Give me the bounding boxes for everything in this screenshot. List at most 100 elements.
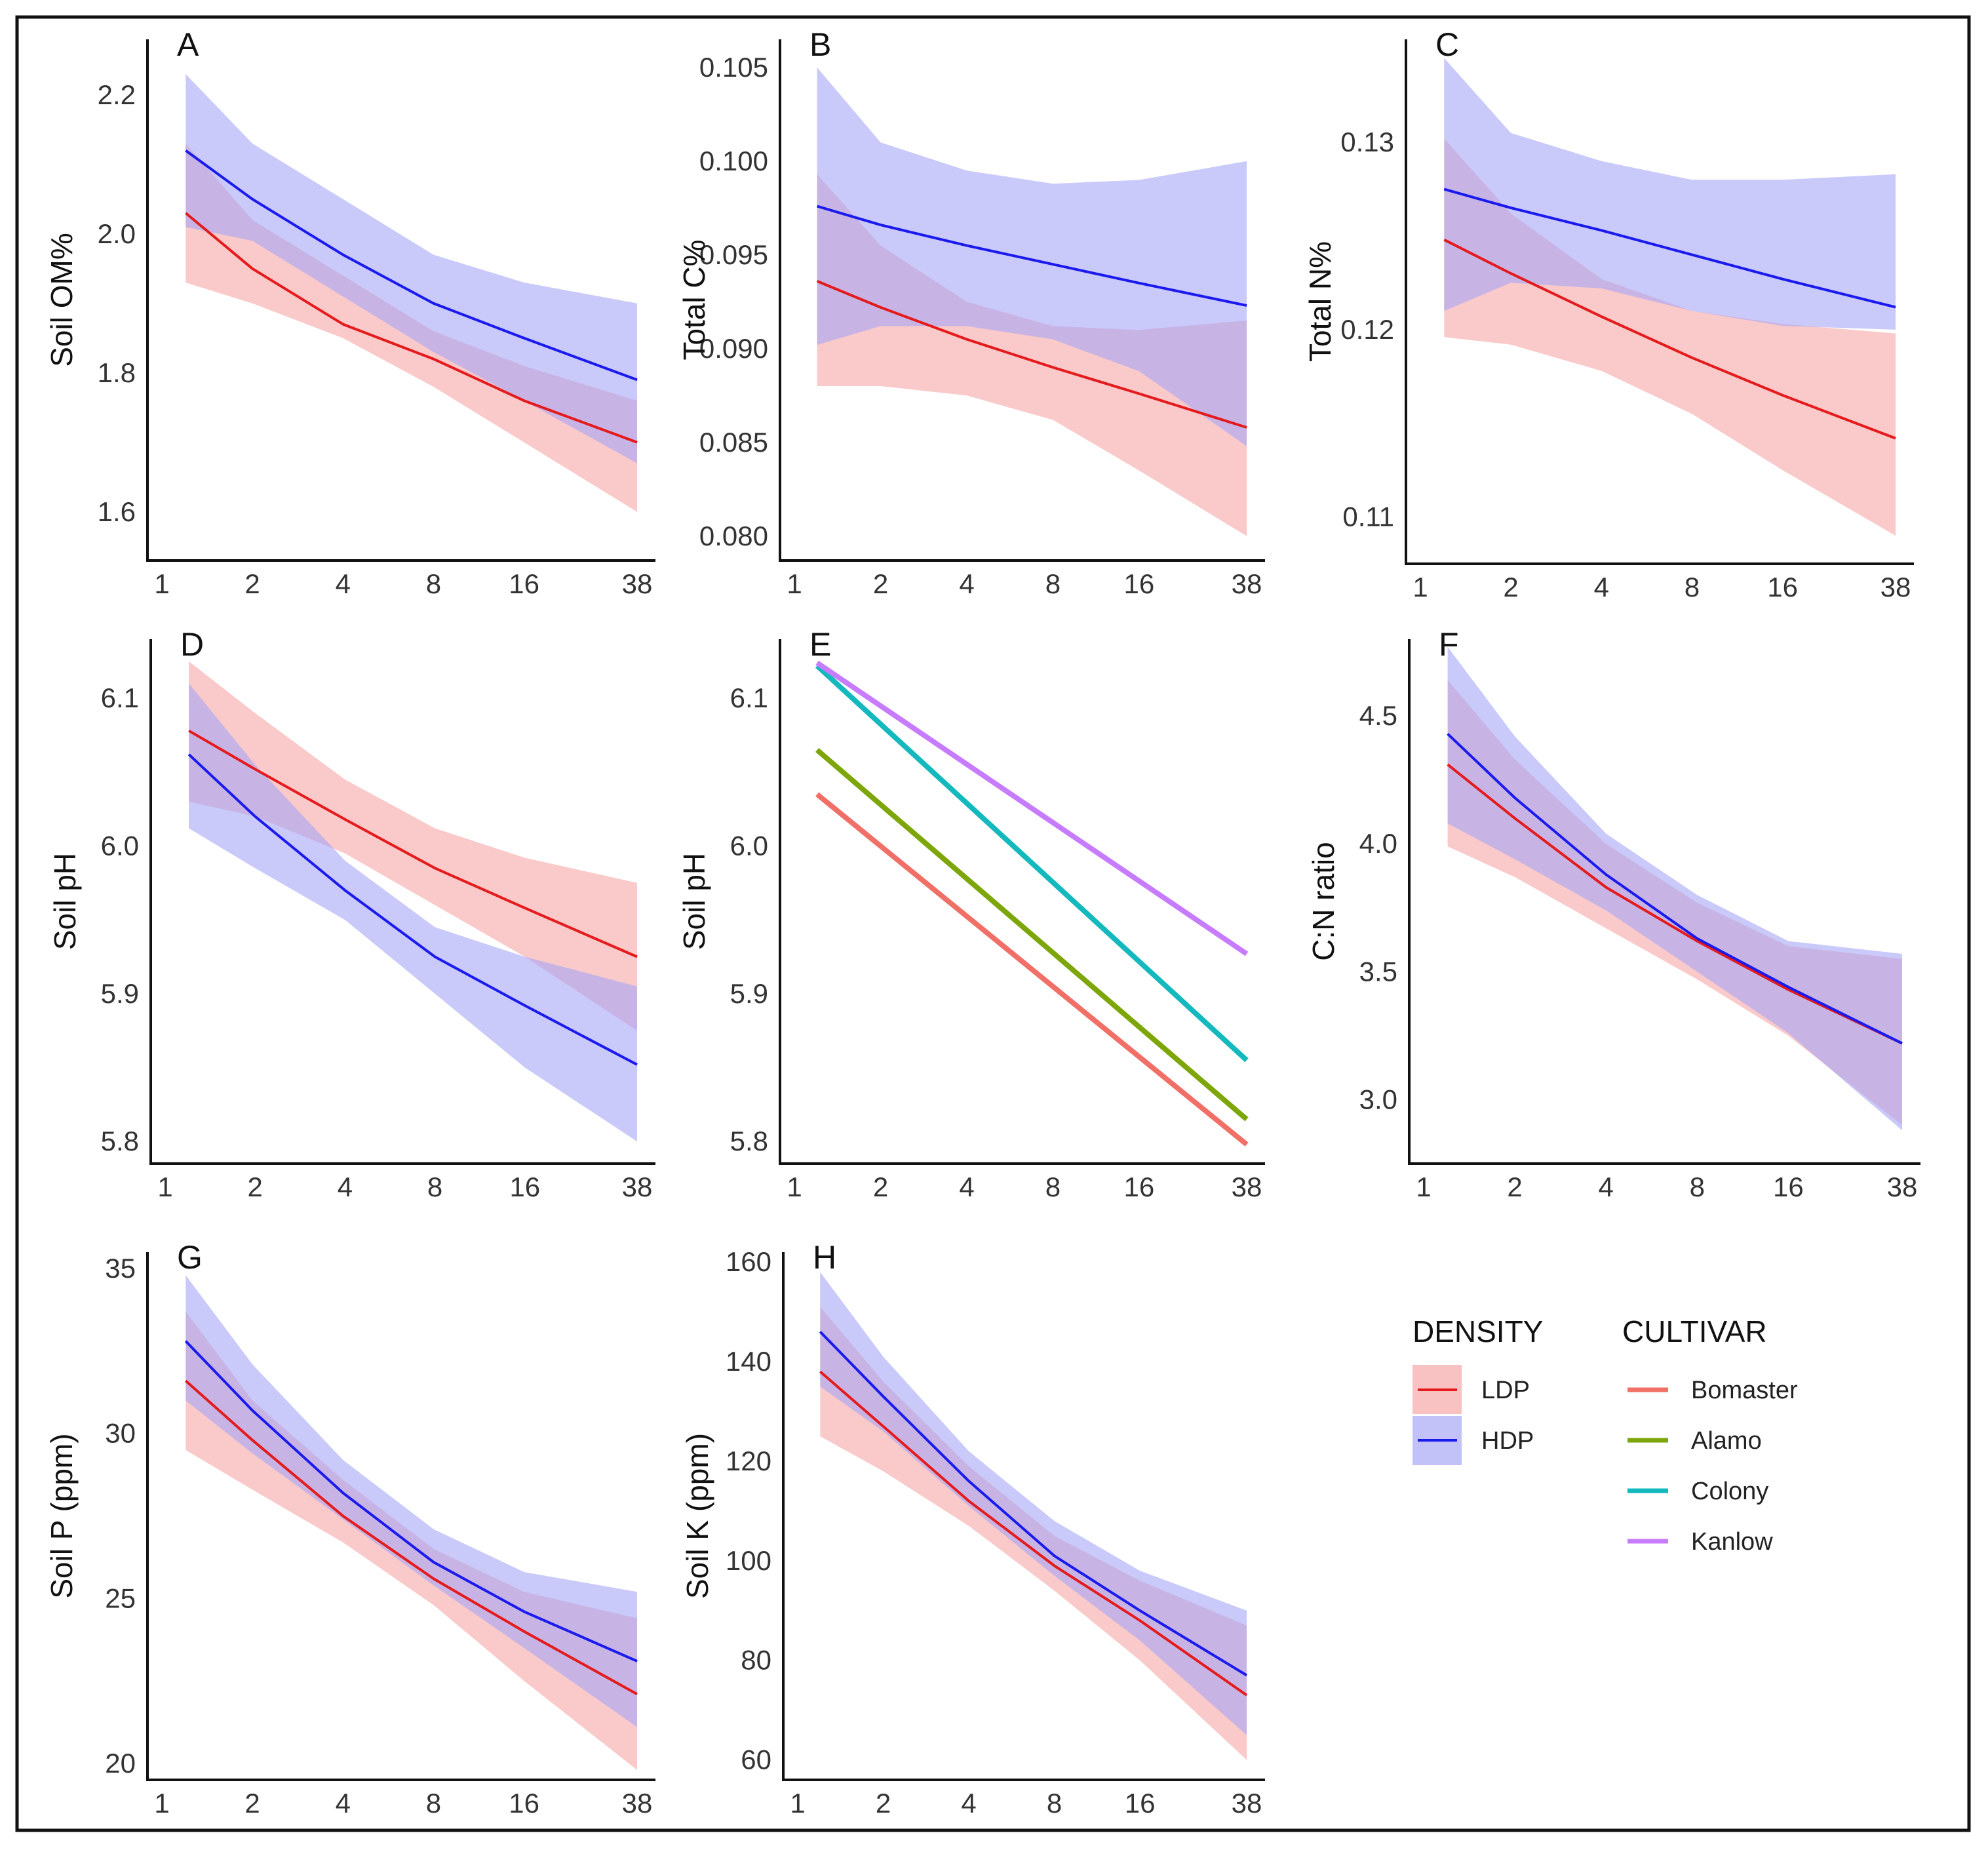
x-tick-label-g: 38 xyxy=(622,1788,653,1819)
line-a-ldp xyxy=(185,212,638,444)
y-tick-label-g: 25 xyxy=(105,1583,136,1613)
legend: DENSITY LDP HDP CULTIVAR Bomaster Alamo … xyxy=(1413,1314,1798,1556)
y-tick-label-h: 140 xyxy=(726,1346,771,1377)
x-tick-label-a: 16 xyxy=(509,568,539,599)
x-tick-label-g: 16 xyxy=(509,1788,539,1819)
band-d-hdp xyxy=(189,683,638,1142)
panel-a: 1 2 4 8 16 38 1.6 1.8 2.0 2.2 Soil OM% A xyxy=(45,26,655,599)
panel-letter-c: C xyxy=(1435,26,1459,63)
line-d-hdp xyxy=(187,753,638,1066)
panel-e: 1 2 4 8 16 38 5.8 5.9 6.0 6.1 Soil pH E xyxy=(677,626,1265,1202)
y-tick-label-c: 0.13 xyxy=(1340,127,1394,157)
panel-b: 1 2 4 8 16 38 0.080 0.085 0.090 0.095 0.100 0.105 To… xyxy=(677,26,1265,599)
x-tick-label-e: 16 xyxy=(1124,1171,1155,1202)
panel-letter-d: D xyxy=(180,626,204,663)
panel-h: 1 2 4 8 16 38 60 80 100 120 140 160 Soil K (ppm) H xyxy=(680,1239,1265,1819)
cultivar-legend-item-bomaster: Bomaster xyxy=(1627,1377,1798,1404)
x-tick-label-h: 1 xyxy=(790,1788,805,1819)
x-tick-label-c: 38 xyxy=(1881,572,1911,602)
x-tick-label-a: 1 xyxy=(154,568,169,599)
panel-letter-h: H xyxy=(813,1239,836,1276)
y-tick-label-a: 2.2 xyxy=(98,79,136,110)
y-axis-label-b: Total C% xyxy=(677,239,711,360)
x-tick-label-b: 1 xyxy=(787,568,802,599)
y-tick-label-g: 20 xyxy=(105,1748,136,1779)
x-tick-label-b: 2 xyxy=(873,568,888,599)
y-tick-label-g: 30 xyxy=(105,1418,136,1449)
y-tick-label-b: 0.100 xyxy=(699,146,768,176)
line-f-hdp xyxy=(1447,732,1903,1045)
x-tick-label-d: 8 xyxy=(427,1171,442,1202)
colony-legend-label: Colony xyxy=(1691,1478,1768,1505)
axes-g xyxy=(146,1252,655,1781)
axes-a xyxy=(146,39,655,562)
x-tick-label-b: 4 xyxy=(959,568,974,599)
x-tick-label-c: 16 xyxy=(1767,572,1798,602)
x-tick-label-g: 2 xyxy=(244,1788,260,1819)
line-c-ldp xyxy=(1443,238,1896,440)
x-tick-label-e: 8 xyxy=(1045,1171,1061,1202)
y-tick-label-f: 3.5 xyxy=(1359,956,1397,987)
cultivar-legend-item-kanlow: Kanlow xyxy=(1627,1528,1773,1556)
x-tick-label-d: 2 xyxy=(248,1171,263,1202)
y-tick-label-c: 0.11 xyxy=(1342,502,1394,532)
y-tick-label-a: 1.6 xyxy=(98,496,136,527)
panel-f: 1 2 4 8 16 38 3.0 3.5 4.0 4.5 C:N ratio F xyxy=(1306,626,1920,1202)
axes-c xyxy=(1405,39,1914,565)
y-tick-label-g: 35 xyxy=(105,1253,136,1284)
y-tick-label-h: 80 xyxy=(741,1645,771,1676)
x-tick-label-h: 4 xyxy=(961,1788,976,1819)
x-tick-label-a: 8 xyxy=(426,568,441,599)
band-h-hdp xyxy=(820,1272,1247,1735)
y-tick-label-h: 120 xyxy=(726,1446,771,1476)
x-tick-label-h: 8 xyxy=(1047,1788,1062,1819)
x-tick-label-g: 1 xyxy=(154,1788,169,1819)
band-g-hdp xyxy=(185,1275,637,1727)
cultivar-legend-item-colony: Colony xyxy=(1627,1478,1768,1505)
band-b-ldp xyxy=(817,174,1247,536)
y-axis-label-h: Soil K (ppm) xyxy=(680,1433,714,1599)
x-tick-label-f: 16 xyxy=(1773,1171,1804,1202)
y-tick-label-e: 5.8 xyxy=(730,1126,768,1156)
density-legend-item-hdp: HDP xyxy=(1413,1416,1534,1465)
line-g-ldp xyxy=(184,1379,638,1695)
line-f-ldp xyxy=(1447,763,1903,1045)
line-b-hdp xyxy=(817,205,1247,307)
panel-letter-a: A xyxy=(177,26,199,63)
x-tick-label-c: 8 xyxy=(1685,572,1700,602)
x-tick-label-f: 4 xyxy=(1599,1171,1614,1202)
x-tick-label-b: 8 xyxy=(1045,568,1061,599)
band-c-hdp xyxy=(1444,58,1896,330)
x-tick-label-d: 16 xyxy=(509,1171,540,1202)
density-legend-item-ldp: LDP xyxy=(1413,1365,1530,1414)
y-tick-label-f: 3.0 xyxy=(1359,1084,1397,1114)
x-tick-label-f: 38 xyxy=(1887,1171,1918,1202)
line-b-ldp xyxy=(816,280,1247,429)
hdp-legend-label: HDP xyxy=(1481,1427,1534,1455)
x-tick-label-c: 4 xyxy=(1594,572,1609,602)
y-tick-label-b: 0.085 xyxy=(699,427,768,458)
x-tick-label-e: 4 xyxy=(959,1171,974,1202)
x-tick-label-b: 38 xyxy=(1232,568,1262,599)
y-tick-label-d: 5.9 xyxy=(101,978,139,1009)
x-tick-label-f: 2 xyxy=(1507,1171,1522,1202)
x-tick-label-e: 2 xyxy=(873,1171,888,1202)
y-axis-label-d: Soil pH xyxy=(48,853,82,950)
y-tick-label-f: 4.0 xyxy=(1359,828,1397,859)
axes-h xyxy=(782,1252,1265,1781)
x-tick-label-c: 1 xyxy=(1413,572,1428,602)
line-h-ldp xyxy=(819,1370,1248,1697)
ldp-legend-label: LDP xyxy=(1481,1377,1530,1404)
panel-g: 1 2 4 8 16 38 20 25 30 35 Soil P (ppm) G xyxy=(45,1239,655,1819)
x-tick-label-a: 4 xyxy=(336,568,351,599)
line-a-hdp xyxy=(185,149,638,382)
y-tick-label-e: 6.1 xyxy=(730,682,768,713)
band-c-ldp xyxy=(1444,138,1896,536)
x-tick-label-b: 16 xyxy=(1124,568,1155,599)
x-tick-label-e: 1 xyxy=(787,1171,802,1202)
y-tick-label-h: 60 xyxy=(741,1744,771,1775)
band-d-ldp xyxy=(189,661,638,1031)
y-tick-label-b: 0.080 xyxy=(699,521,768,551)
y-tick-label-b: 0.105 xyxy=(699,52,768,83)
line-e-kanlow xyxy=(815,660,1249,956)
